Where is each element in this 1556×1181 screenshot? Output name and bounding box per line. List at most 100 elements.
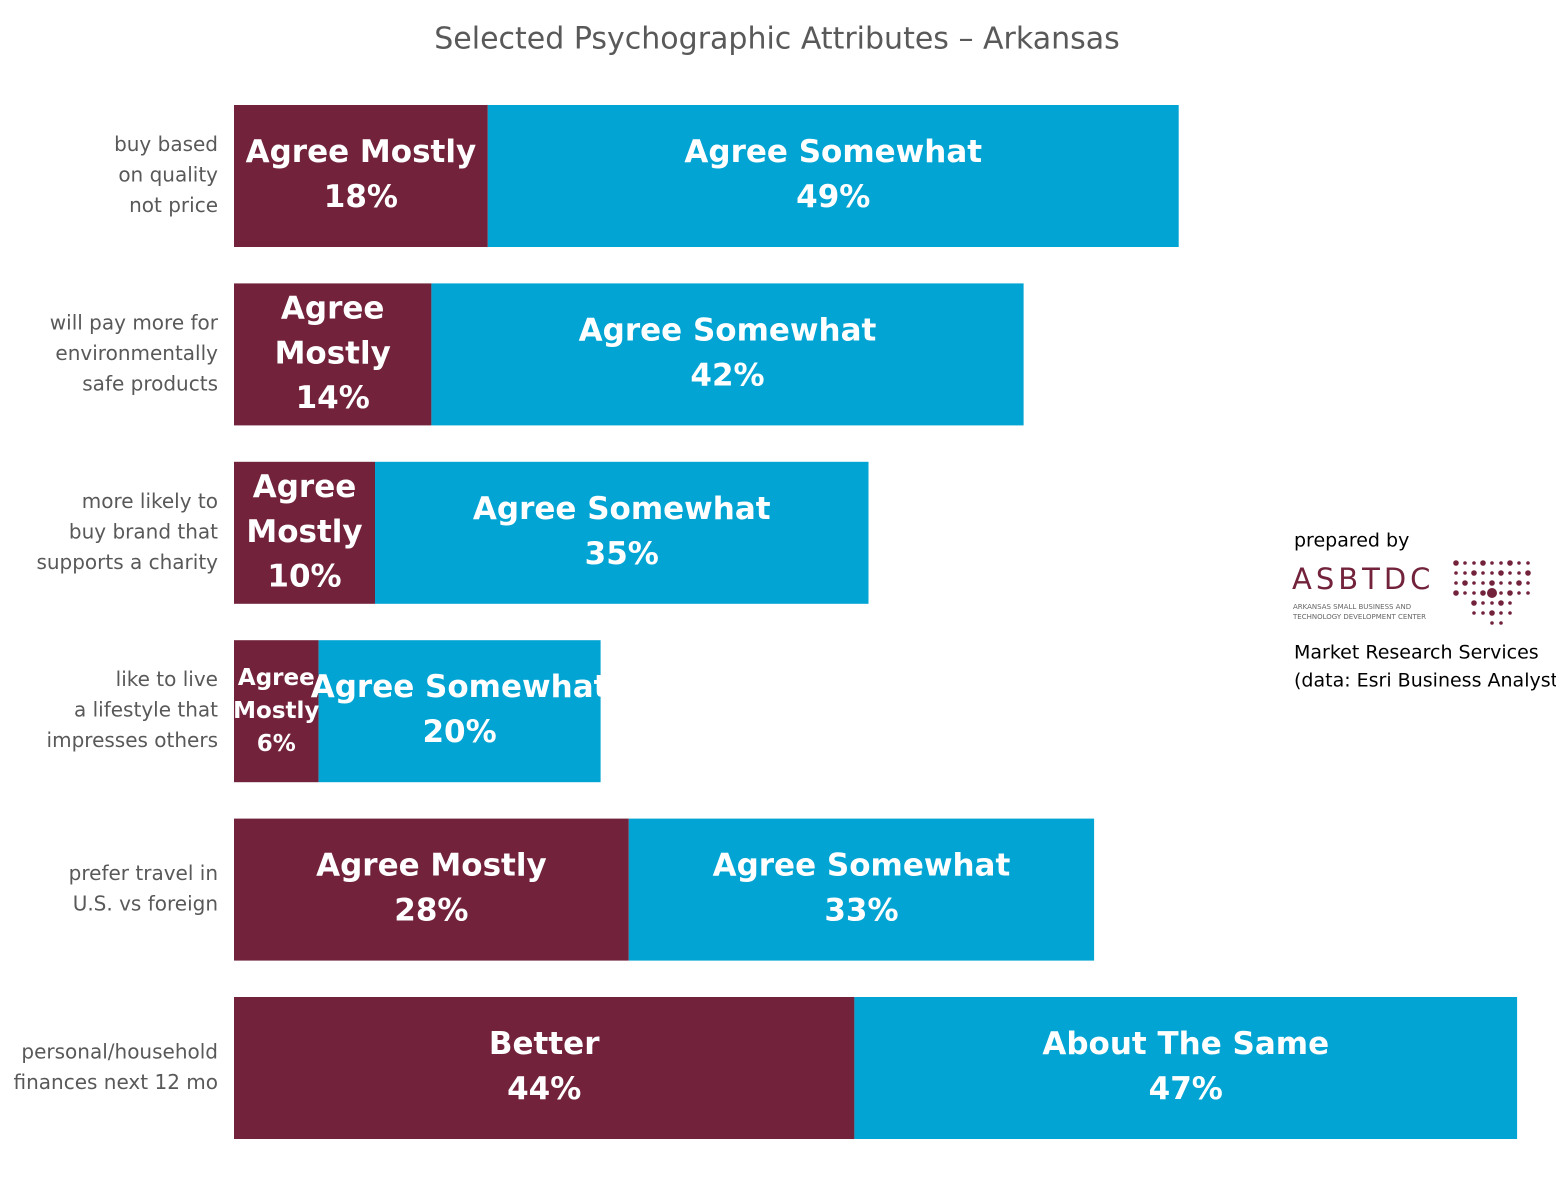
logo-dot bbox=[1507, 590, 1513, 596]
bar-segment bbox=[234, 105, 488, 247]
logo-dot bbox=[1472, 591, 1476, 595]
logo-dot bbox=[1453, 560, 1459, 566]
logo-dot bbox=[1462, 580, 1468, 586]
logo-dot bbox=[1508, 601, 1512, 605]
logo-dot bbox=[1526, 581, 1530, 585]
segment-label: Agree Mostly bbox=[246, 134, 477, 170]
bar-segment bbox=[487, 105, 1179, 247]
y-tick-label: impresses others bbox=[47, 728, 218, 752]
logo-subtext: TECHNOLOGY DEVELOPMENT CENTER bbox=[1292, 613, 1426, 621]
value-label: 42% bbox=[690, 357, 764, 393]
segment-label: Agree Somewhat bbox=[579, 312, 877, 348]
logo-dot bbox=[1471, 570, 1477, 576]
y-tick-label: environmentally bbox=[55, 341, 218, 365]
y-tick-label: safe products bbox=[82, 371, 218, 395]
logo-dot bbox=[1507, 560, 1513, 566]
segment-label: Agree Somewhat bbox=[473, 491, 771, 527]
logo-dot bbox=[1508, 571, 1512, 575]
bar-segment bbox=[431, 283, 1024, 426]
logo-dot bbox=[1490, 621, 1494, 625]
value-label: 14% bbox=[296, 380, 370, 416]
y-tick-label: like to live bbox=[116, 667, 218, 691]
value-label: 20% bbox=[422, 714, 496, 750]
source-note: (data: Esri Business Analyst) bbox=[1294, 670, 1556, 692]
value-label: 33% bbox=[824, 893, 898, 929]
service-note: Market Research Services bbox=[1294, 642, 1539, 664]
value-label: 35% bbox=[585, 536, 659, 572]
logo-dot bbox=[1498, 570, 1504, 576]
logo-dot bbox=[1463, 561, 1467, 565]
logo-dot bbox=[1517, 591, 1521, 595]
segment-label: Agree Somewhat bbox=[684, 134, 982, 170]
segment-label: Agree Mostly bbox=[275, 290, 391, 371]
logo-text: ASBTDC bbox=[1292, 562, 1434, 596]
logo-dot bbox=[1499, 611, 1503, 615]
logo-dot bbox=[1481, 611, 1485, 615]
logo-dot bbox=[1517, 571, 1521, 575]
bar-segment bbox=[234, 640, 319, 783]
prepared-by: prepared by bbox=[1294, 530, 1409, 552]
bar-segment bbox=[234, 461, 375, 604]
y-tick-label: supports a charity bbox=[36, 550, 218, 574]
y-tick-label: a lifestyle that bbox=[74, 698, 218, 722]
segment-label: Agree Mostly bbox=[233, 664, 319, 723]
value-label: 10% bbox=[267, 558, 341, 594]
logo-dot bbox=[1498, 600, 1504, 606]
logo-dot bbox=[1490, 601, 1494, 605]
bar-segment bbox=[854, 997, 1518, 1139]
logo-dot bbox=[1489, 580, 1495, 586]
logo-dot bbox=[1525, 570, 1531, 576]
y-tick-label: more likely to bbox=[82, 489, 218, 513]
logo-dot bbox=[1516, 580, 1522, 586]
logo-dot bbox=[1499, 591, 1503, 595]
logo-dot bbox=[1489, 610, 1495, 616]
y-tick-label: buy based bbox=[114, 132, 218, 156]
y-tick-label: prefer travel in bbox=[69, 861, 218, 885]
y-tick-label: personal/household bbox=[21, 1039, 218, 1063]
logo-dot bbox=[1487, 588, 1497, 598]
bar-segment bbox=[375, 461, 869, 604]
y-tick-label: U.S. vs foreign bbox=[73, 891, 218, 915]
logo-dot bbox=[1472, 581, 1476, 585]
value-label: 44% bbox=[507, 1071, 581, 1107]
logo-dot bbox=[1472, 611, 1476, 615]
segment-label: Agree Mostly bbox=[316, 848, 547, 884]
logo-dot bbox=[1454, 581, 1458, 585]
logo-dot bbox=[1517, 561, 1521, 565]
logo-dot bbox=[1508, 581, 1512, 585]
value-label: 49% bbox=[796, 179, 870, 215]
logo-dot bbox=[1471, 600, 1477, 606]
y-tick-label: finances next 12 mo bbox=[14, 1070, 218, 1094]
value-label: 28% bbox=[394, 893, 468, 929]
bar-segment bbox=[234, 283, 432, 426]
logo-dot bbox=[1481, 601, 1485, 605]
y-tick-label: will pay more for bbox=[50, 310, 219, 334]
logo-dot bbox=[1481, 571, 1485, 575]
logo-dot bbox=[1526, 561, 1530, 565]
y-tick-label: buy brand that bbox=[69, 519, 218, 543]
logo-dot bbox=[1490, 571, 1494, 575]
logo-dot bbox=[1480, 560, 1486, 566]
logo-dot bbox=[1472, 561, 1476, 565]
logo-dot bbox=[1499, 561, 1503, 565]
segment-label: Better bbox=[489, 1026, 600, 1062]
bar-segment bbox=[628, 818, 1095, 961]
logo-dot bbox=[1480, 590, 1486, 596]
segment-label: Agree Mostly bbox=[246, 468, 362, 549]
logo-dot bbox=[1499, 581, 1503, 585]
logo-dot bbox=[1508, 611, 1512, 615]
segment-label: About The Same bbox=[1042, 1026, 1329, 1062]
segment-label: Agree Somewhat bbox=[713, 848, 1011, 884]
y-tick-label: not price bbox=[129, 193, 218, 217]
y-tick-label: on quality bbox=[118, 163, 218, 187]
logo-dot bbox=[1453, 590, 1459, 596]
logo-dot bbox=[1490, 561, 1494, 565]
bar-segment bbox=[234, 818, 629, 961]
logo-mark bbox=[1453, 560, 1531, 625]
chart-title: Selected Psychographic Attributes – Arka… bbox=[434, 22, 1120, 57]
bar-segment bbox=[234, 997, 855, 1139]
value-label: 47% bbox=[1149, 1071, 1223, 1107]
logo-dot bbox=[1463, 571, 1467, 575]
logo-dot bbox=[1481, 581, 1485, 585]
